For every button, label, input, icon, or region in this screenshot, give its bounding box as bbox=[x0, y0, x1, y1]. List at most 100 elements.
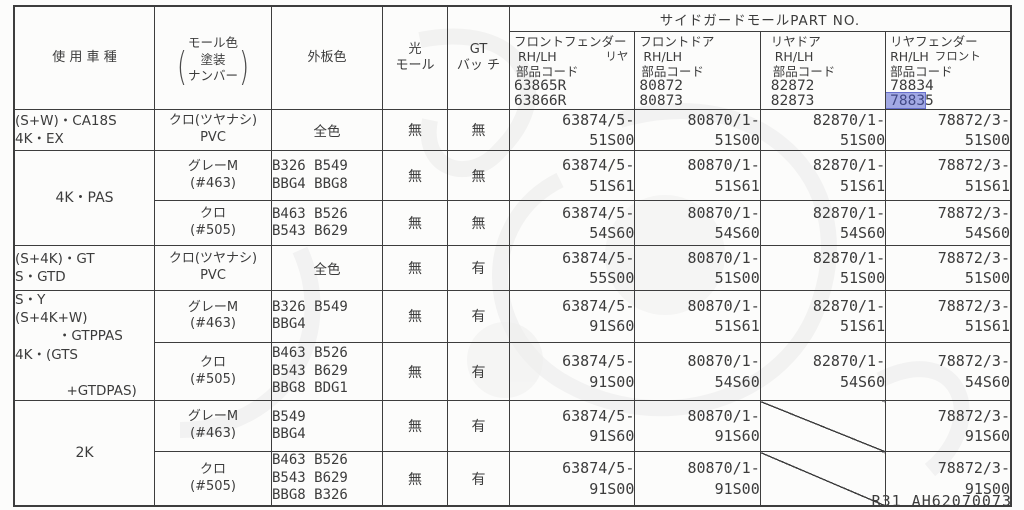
col-header-light-mold: 光 モール bbox=[382, 5, 448, 110]
table-row: S・Y (S+4K+W) ・GTPPAS 4K・(GTS +GTDPAS) グレ… bbox=[13, 289, 1012, 402]
left-paren: ( bbox=[176, 45, 187, 91]
rear-fender-part-cell: 78872/3- 51S61 bbox=[885, 290, 1012, 343]
page-reference: R31 AH62070073 bbox=[871, 492, 1012, 510]
vehicle-cell: (S+4K)・GT S・GTD bbox=[13, 245, 155, 291]
front-door-part-cell: 80870/1- 91S00 bbox=[634, 451, 761, 507]
front-fender-code-label: 部品コード bbox=[516, 63, 579, 79]
panel-color-cell: B326 B549 BBG4 BBG8 bbox=[271, 150, 383, 201]
gt-badge-cell: 有 bbox=[447, 245, 510, 291]
front-fender-name: フロントフェンダー bbox=[514, 33, 627, 49]
mold-color-cell: クロ (#505) bbox=[154, 341, 272, 402]
light-mold-cell: 無 bbox=[382, 341, 448, 402]
rear-door-code-label: 部品コード bbox=[772, 63, 836, 79]
rear-fender-part-cell: 78872/3- 51S00 bbox=[885, 245, 1012, 291]
rear-door-code-lh: 82873 bbox=[770, 92, 815, 109]
rear-door-part-cell: 82870/1- 51S61 bbox=[759, 150, 887, 201]
vehicle-group-cell: S・Y (S+4K+W) ・GTPPAS 4K・(GTS +GTDPAS) bbox=[13, 289, 155, 402]
rear-door-part-cell: 82870/1- 51S00 bbox=[759, 108, 887, 151]
gt-badge-cell: 無 bbox=[447, 200, 510, 246]
rear-fender-note: フロント bbox=[934, 48, 981, 63]
mold-color-cell: グレーM (#463) bbox=[154, 400, 272, 453]
panel-color-cell: 全色 bbox=[271, 245, 383, 291]
rear-door-part-cell: 82870/1- 54S60 bbox=[759, 200, 887, 246]
col-header-vehicle: 使 用 車 種 bbox=[13, 5, 155, 110]
front-door-code-label: 部品コード bbox=[641, 63, 704, 79]
rear-fender-code-label: 部品コード bbox=[890, 63, 953, 79]
front-door-name: フロントドア bbox=[639, 33, 715, 49]
front-fender-code-lh: 63866R bbox=[514, 92, 567, 109]
vehicle-group-cell: 2K bbox=[13, 400, 155, 507]
panel-color-cell: B463 B526 B543 B629 BBG8 B326 bbox=[271, 451, 383, 507]
mold-color-cell: クロ(ツヤナシ) PVC bbox=[154, 108, 272, 151]
vehicle-cell: (S+W)・CA18S 4K・EX bbox=[13, 108, 155, 151]
front-fender-part-cell: 63874/5- 91S00 bbox=[508, 341, 636, 402]
light-mold-cell: 無 bbox=[382, 290, 448, 343]
front-fender-part-cell: 63874/5- 55S00 bbox=[508, 245, 636, 291]
right-paren: ) bbox=[239, 45, 250, 91]
table-row: (S+W)・CA18S 4K・EX クロ(ツヤナシ) PVC 全色 無 無 63… bbox=[13, 108, 1012, 151]
panel-color-cell: B326 B549 BBG4 bbox=[271, 290, 383, 343]
mold-color-paint: 塗装 bbox=[200, 52, 226, 68]
gt-badge-cell: 有 bbox=[447, 290, 510, 343]
gt-badge-cell: 有 bbox=[447, 451, 510, 507]
front-door-rhlh: RH/LH bbox=[643, 48, 683, 64]
panel-color-cell: B463 B526 B543 B629 bbox=[271, 200, 383, 246]
part-no-title: サイドガードモールPART NO. bbox=[509, 5, 1012, 32]
table-row: (S+4K)・GT S・GTD クロ(ツヤナシ) PVC 全色 無 有 6387… bbox=[13, 245, 1012, 291]
table-row: クロ (#505) B463 B526 B543 B629 無 無 63874/… bbox=[14, 200, 1012, 246]
rear-door-code-rh: 82872 bbox=[770, 77, 815, 94]
header-row-sub: フロントフェンダー RH/LH リヤ 部品コード 63865R 63866R フ… bbox=[14, 30, 1012, 110]
col-header-panel-color: 外板色 bbox=[271, 5, 383, 110]
mold-color-number: ナンバー bbox=[187, 67, 238, 83]
front-door-part-cell: 80870/1- 54S60 bbox=[634, 341, 761, 402]
gt-badge-cell: 無 bbox=[447, 108, 510, 151]
front-fender-part-cell: 63874/5- 54S60 bbox=[508, 200, 636, 246]
gt-badge-cell: 無 bbox=[447, 150, 510, 201]
rear-door-not-applicable-cell bbox=[759, 400, 887, 453]
mold-color-title: モール色 bbox=[187, 35, 238, 51]
rear-fender-part-cell: 78872/3- 51S61 bbox=[885, 150, 1012, 201]
front-door-part-cell: 80870/1- 51S61 bbox=[634, 290, 761, 343]
rear-door-part-cell: 82870/1- 54S60 bbox=[759, 341, 887, 402]
col-header-front-door: フロントドア RH/LH 部品コード 80872 80873 bbox=[634, 30, 761, 110]
front-fender-rhlh: RH/LH bbox=[518, 48, 557, 64]
header-row-top: 使 用 車 種 モール色 ( 塗装 ナンバー ) 外板色 光 モール GT バッ bbox=[13, 5, 1012, 110]
rear-fender-part-cell: 78872/3- 91S00 bbox=[885, 451, 1012, 507]
rear-fender-name: リヤフェンダー bbox=[890, 33, 978, 49]
parts-table: 使 用 車 種 モール色 ( 塗装 ナンバー ) 外板色 光 モール GT バッ bbox=[13, 5, 1012, 507]
front-door-part-cell: 80870/1- 51S00 bbox=[634, 245, 761, 291]
col-header-front-fender: フロントフェンダー RH/LH リヤ 部品コード 63865R 63866R bbox=[508, 30, 636, 110]
light-mold-cell: 無 bbox=[382, 245, 448, 291]
mold-color-cell: クロ(ツヤナシ) PVC bbox=[154, 245, 272, 291]
panel-color-cell: B463 B526 B543 B629 BBG8 BDG1 bbox=[271, 341, 383, 402]
front-door-part-cell: 80870/1- 51S00 bbox=[634, 108, 761, 151]
gt-badge-cell: 有 bbox=[447, 341, 510, 402]
front-door-part-cell: 80870/1- 91S60 bbox=[634, 400, 761, 453]
rear-fender-part-cell: 78872/3- 51S00 bbox=[885, 108, 1012, 151]
panel-color-cell: 全色 bbox=[271, 108, 383, 151]
mold-color-cell: グレーM (#463) bbox=[154, 150, 272, 201]
col-header-mold-color: モール色 ( 塗装 ナンバー ) bbox=[154, 5, 272, 110]
rear-door-part-cell: 82870/1- 51S61 bbox=[759, 290, 887, 343]
table-row: クロ (#505) B463 B526 B543 B629 BBG8 B326 … bbox=[14, 451, 1012, 507]
rear-door-rhlh: RH/LH bbox=[774, 48, 814, 64]
table-row: 2K グレーM (#463) B549 BBG4 無 有 63874/5- 91… bbox=[13, 400, 1012, 507]
light-mold-cell: 無 bbox=[382, 150, 448, 201]
table-row: 4K・PAS グレーM (#463) B326 B549 BBG4 BBG8 無… bbox=[13, 150, 1012, 246]
panel-color-cell: B549 BBG4 bbox=[271, 400, 383, 453]
gt-badge-cell: 有 bbox=[447, 400, 510, 453]
col-header-rear-door: リヤドア RH/LH 部品コード 82872 82873 bbox=[759, 30, 887, 110]
highlighted-part-code: 78835 bbox=[886, 91, 934, 109]
rear-fender-rhlh: RH/LH bbox=[890, 48, 929, 64]
mold-color-cell: クロ (#505) bbox=[154, 200, 272, 246]
light-mold-cell: 無 bbox=[382, 200, 448, 246]
rear-door-not-applicable-cell bbox=[759, 451, 887, 507]
vehicle-group-cell: 4K・PAS bbox=[13, 150, 155, 246]
front-fender-part-cell: 63874/5- 51S00 bbox=[508, 108, 636, 151]
rear-fender-part-cell: 78872/3- 54S60 bbox=[885, 200, 1012, 246]
front-fender-part-cell: 63874/5- 91S00 bbox=[508, 451, 636, 507]
rear-fender-code-rh: 78834 bbox=[890, 77, 934, 94]
front-door-part-cell: 80870/1- 51S61 bbox=[634, 150, 761, 201]
front-door-code-lh: 80873 bbox=[639, 92, 684, 109]
